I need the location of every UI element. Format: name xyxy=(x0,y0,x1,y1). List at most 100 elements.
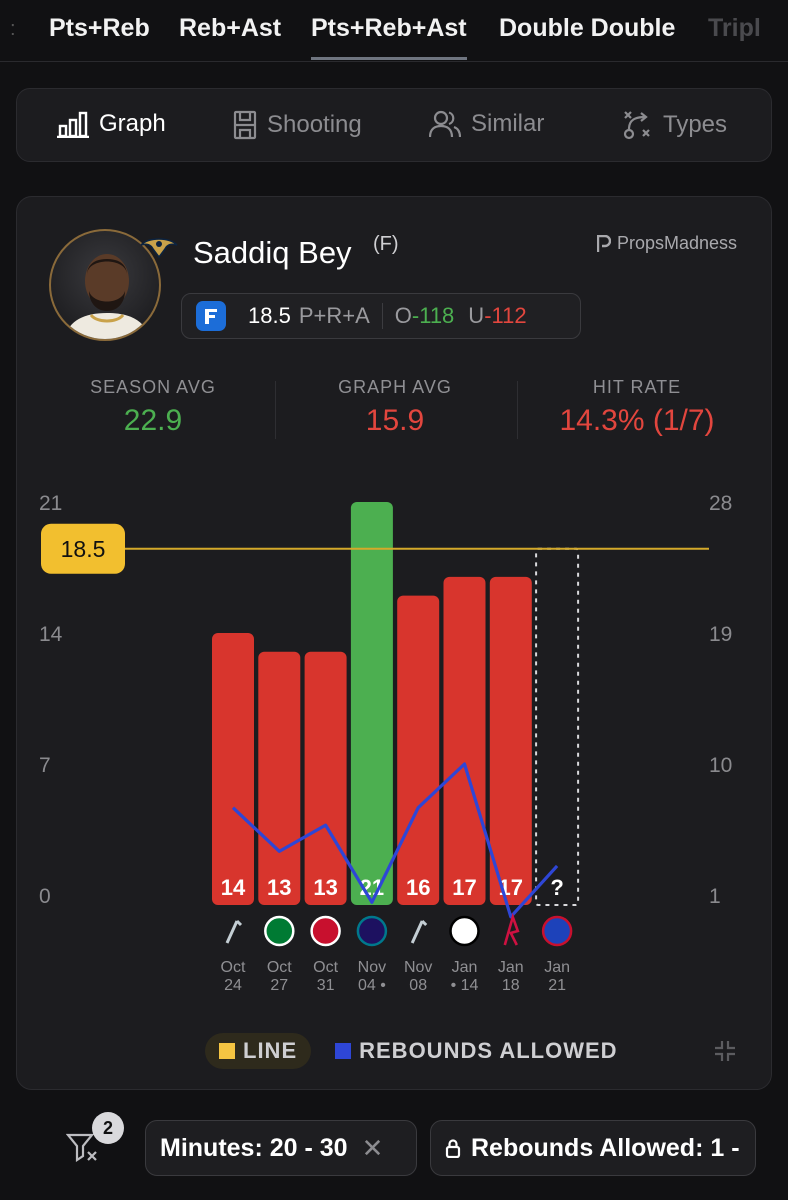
filter-count-badge: 2 xyxy=(92,1112,124,1144)
game-date-day: 24 xyxy=(224,977,242,994)
bar-value-label: 13 xyxy=(313,875,337,900)
game-date-month: Oct xyxy=(313,959,338,976)
player-prop-card: Saddiq Bey (F) PropsMadness 18.5 P+R+A O… xyxy=(16,196,772,1090)
stat-divider xyxy=(517,381,518,439)
left-axis-tick: 21 xyxy=(39,492,62,515)
filter-icon[interactable] xyxy=(66,1132,100,1162)
upcoming-game-bar xyxy=(535,547,580,906)
play-diagram-icon xyxy=(623,111,650,140)
prop-line-pill[interactable]: 18.5 P+R+A O -118 U -112 xyxy=(181,293,581,339)
player-avatar xyxy=(49,229,161,341)
under-label: U xyxy=(468,303,485,328)
chart-legend: LINE REBOUNDS ALLOWED xyxy=(205,1033,618,1069)
bar-value-label: 16 xyxy=(406,875,430,900)
tab-pts-reb-ast[interactable]: Pts+Reb+Ast xyxy=(311,14,467,60)
view-similar-label: Similar xyxy=(471,110,545,137)
view-similar[interactable]: Similar xyxy=(429,110,544,138)
prop-line-badge xyxy=(41,523,125,574)
legend-line-swatch xyxy=(219,1043,235,1059)
under-odds: -112 xyxy=(484,303,527,328)
player-name: Saddiq Bey xyxy=(193,235,352,270)
rebounds-allowed-line xyxy=(231,762,559,919)
graph-avg-label: GRAPH AVG xyxy=(338,377,452,397)
collapse-icon[interactable] xyxy=(713,1039,737,1063)
tab-double-double[interactable]: Double Double xyxy=(499,14,676,42)
nets-logo-icon xyxy=(449,915,480,947)
player-position: (F) xyxy=(373,233,399,255)
game-date-day: 18 xyxy=(502,977,520,994)
propsmadness-logo-icon xyxy=(597,234,611,252)
game-date-day: 21 xyxy=(548,977,566,994)
left-axis-tick: 0 xyxy=(39,885,51,908)
game-date-day: 04 • xyxy=(358,977,386,994)
bar-value-label: ? xyxy=(550,875,563,900)
fanduel-icon xyxy=(196,301,226,331)
stat-divider xyxy=(275,381,276,439)
game-date-month: Jan xyxy=(544,959,570,976)
game-date-day: • 14 xyxy=(451,977,479,994)
hornets-logo-icon xyxy=(356,915,388,947)
view-shooting-label: Shooting xyxy=(267,111,362,138)
legend-rebounds-label: REBOUNDS ALLOWED xyxy=(359,1038,618,1063)
tab-pts-reb[interactable]: Pts+Reb xyxy=(49,14,150,42)
right-axis-tick: 19 xyxy=(709,623,732,646)
game-bar xyxy=(304,651,347,905)
game-date-month: Jan xyxy=(498,959,524,976)
legend-line-toggle[interactable]: LINE xyxy=(205,1033,312,1069)
clippers-logo-icon xyxy=(310,915,341,947)
legend-rebounds-swatch xyxy=(335,1043,352,1059)
view-types[interactable]: Types xyxy=(623,110,727,140)
over-label: O xyxy=(394,303,412,328)
rebounds-filter-chip[interactable]: Rebounds Allowed: 1 - xyxy=(430,1120,756,1176)
pelicans-logo-icon xyxy=(139,235,179,264)
spurs-logo-icon xyxy=(410,919,428,944)
game-bar xyxy=(489,576,532,905)
bar-value-label: 14 xyxy=(221,875,246,900)
market-tabs: : Pts+Reb Reb+Ast Pts+Reb+Ast Double Dou… xyxy=(0,0,788,62)
hit-rate-label: HIT RATE xyxy=(592,377,682,397)
game-date-month: Nov xyxy=(358,959,386,976)
view-switcher: Graph Shooting Similar Types xyxy=(16,88,772,162)
right-axis-tick: 1 xyxy=(709,885,721,908)
pistons-logo-icon xyxy=(541,915,573,947)
right-axis-tick: 10 xyxy=(709,754,732,777)
pill-divider xyxy=(381,303,383,329)
season-avg-label: SEASON AVG xyxy=(90,377,216,397)
player-headshot-icon xyxy=(64,254,150,339)
view-graph[interactable]: Graph xyxy=(57,110,166,138)
prop-line-badge-label: 18.5 xyxy=(61,536,106,562)
left-axis-tick: 7 xyxy=(39,754,51,777)
bar-value-label: 13 xyxy=(267,875,291,900)
hit-rate-stat: HIT RATE 14.3% (1/7) xyxy=(517,377,757,438)
tab-reb-ast[interactable]: Reb+Ast xyxy=(179,14,282,42)
hit-rate-value: 14.3% (1/7) xyxy=(559,404,715,437)
game-date-day: 08 xyxy=(409,977,427,994)
brand-watermark: PropsMadness xyxy=(597,233,737,254)
rebounds-filter-label: Rebounds Allowed: 1 - xyxy=(471,1133,740,1162)
view-types-label: Types xyxy=(663,111,728,138)
game-bar xyxy=(397,595,440,905)
over-odds: -118 xyxy=(411,303,455,328)
tab-triple-double[interactable]: Tripl xyxy=(708,14,761,42)
legend-rebounds-toggle[interactable]: REBOUNDS ALLOWED xyxy=(335,1038,617,1064)
game-date-month: Nov xyxy=(404,959,432,976)
view-graph-label: Graph xyxy=(99,110,166,137)
close-icon[interactable]: ✕ xyxy=(361,1132,384,1163)
game-bar xyxy=(350,502,393,905)
bar-value-label: 17 xyxy=(452,875,476,900)
spurs-logo-icon xyxy=(225,919,243,944)
left-axis-tick: 14 xyxy=(39,623,63,646)
minutes-filter-chip[interactable]: Minutes: 20 - 30 ✕ xyxy=(145,1120,417,1176)
celtics-logo-icon xyxy=(264,915,295,947)
game-bar xyxy=(258,651,301,905)
brand-name: PropsMadness xyxy=(617,233,738,253)
users-icon xyxy=(429,110,461,138)
right-axis-tick: 28 xyxy=(709,492,732,515)
game-date-month: Oct xyxy=(267,959,292,976)
court-icon xyxy=(233,110,257,140)
game-date-day: 27 xyxy=(270,977,288,994)
game-date-month: Jan xyxy=(452,959,478,976)
view-shooting[interactable]: Shooting xyxy=(233,110,362,140)
bar-chart-icon xyxy=(57,111,89,138)
legend-line-label: LINE xyxy=(243,1038,298,1063)
